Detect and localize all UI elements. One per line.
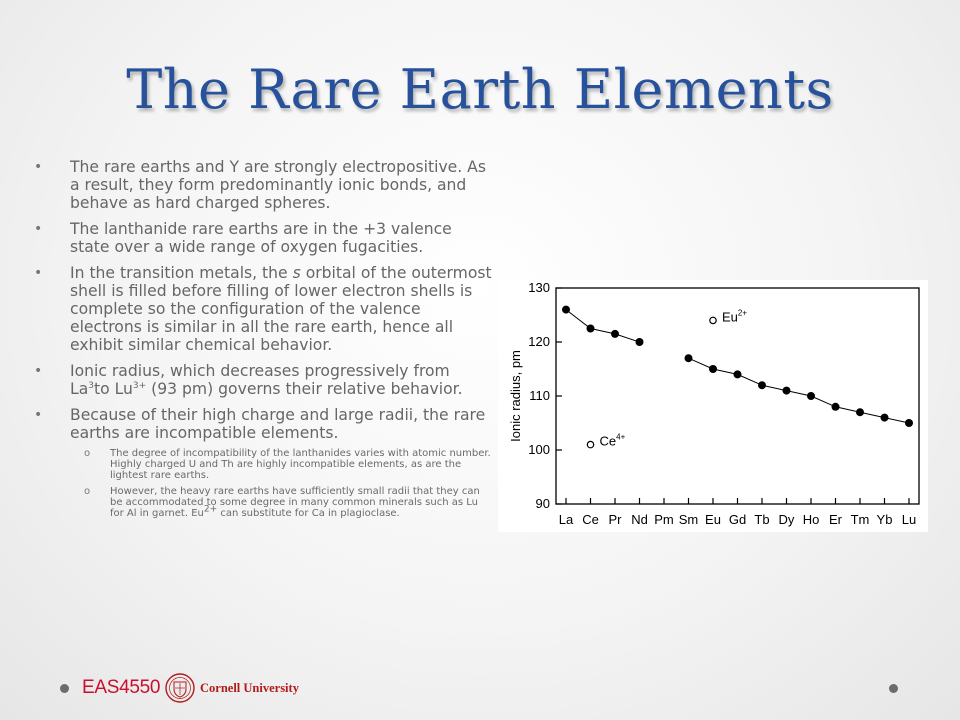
bullet-text: orbital of the outermost shell is filled…	[70, 264, 492, 354]
x-tick-label: Pm	[654, 512, 674, 527]
cornell-seal-icon	[165, 673, 195, 703]
bullet-text: Ionic radius, which decreases progressiv…	[70, 362, 450, 398]
x-tick-label: Eu	[705, 512, 721, 527]
bullet-valence-state: The lanthanide rare earths are in the +3…	[32, 220, 494, 256]
university-name: Cornell University	[200, 681, 299, 695]
data-point	[807, 392, 815, 400]
y-tick-label: 90	[536, 496, 550, 511]
sub-bullet-degree: The degree of incompatibility of the lan…	[70, 448, 494, 481]
x-tick-label: La	[559, 512, 574, 527]
data-point	[709, 365, 717, 373]
bullet-text: (93 pm) governs their relative behavior.	[146, 380, 463, 398]
footer-dot-left	[60, 684, 69, 693]
data-point	[562, 305, 570, 314]
ion-charge: 4+	[616, 433, 625, 442]
footer: EAS4550 Cornell University	[0, 670, 960, 710]
data-point	[635, 338, 644, 346]
data-point	[782, 386, 791, 395]
sub-bullet-heavy-rare-earths: However, the heavy rare earths have suff…	[70, 486, 494, 519]
y-tick-label: 120	[528, 334, 550, 349]
x-tick-label: Tb	[754, 512, 769, 527]
chart-svg: 90 100 110 120 130 La Ce Pr Nd Pm Sm Eu Gd Tb Dy Ho Er Tm…	[508, 280, 920, 527]
superscript: 3	[88, 380, 94, 391]
series-line	[688, 357, 910, 424]
data-point	[586, 324, 595, 333]
course-code: EAS4550	[82, 677, 161, 698]
data-point-open	[709, 316, 717, 325]
footer-dot-right	[889, 684, 898, 693]
data-point	[880, 413, 889, 422]
x-tick-label: Sm	[679, 512, 699, 527]
ion-charge: 2+	[738, 308, 747, 317]
x-tick-label: Lu	[902, 512, 916, 527]
x-tick-label: Ce	[582, 512, 599, 527]
data-point	[611, 329, 619, 338]
sub-bullet-text: However, the heavy rare earths have suff…	[110, 486, 480, 519]
series-line	[565, 309, 640, 343]
ion-annotation: Ce4+	[600, 433, 626, 449]
s-orbital-italic: s	[292, 264, 301, 282]
y-tick-label: 110	[529, 388, 550, 403]
data-point	[758, 381, 766, 390]
x-tick-label: Nd	[631, 512, 648, 527]
bullet-ionic-radius: Ionic radius, which decreases progressiv…	[32, 362, 494, 398]
data-point	[733, 370, 742, 379]
bullet-text: to Lu	[93, 380, 133, 398]
x-tick-label: Yb	[877, 512, 893, 527]
y-tick-label: 100	[528, 442, 550, 457]
bullet-list: The rare earths and Y are strongly elect…	[32, 158, 494, 527]
ionic-radius-chart: 90 100 110 120 130 La Ce Pr Nd Pm Sm Eu Gd Tb Dy Ho Er Tm…	[498, 280, 928, 532]
ion-symbol: Ce	[600, 434, 617, 449]
data-point	[905, 419, 913, 427]
x-tick-label: Er	[829, 512, 843, 527]
bullet-transition-metals: In the transition metals, the s orbital …	[32, 264, 494, 354]
y-axis-label: Ionic radius, pm	[508, 350, 523, 442]
x-tick-label: Pr	[609, 512, 623, 527]
data-point-open	[586, 440, 595, 449]
superscript: 3+	[132, 380, 147, 391]
data-point	[684, 354, 693, 363]
slide-title: The Rare Earth Elements	[126, 58, 834, 121]
ion-annotation: Eu2+	[722, 308, 747, 324]
bullet-text: In the transition metals, the	[70, 264, 293, 282]
superscript: 2+	[203, 504, 218, 515]
y-tick-label: 130	[528, 280, 550, 295]
x-tick-label: Gd	[729, 512, 746, 527]
bullet-text: Because of their high charge and large r…	[70, 406, 486, 442]
x-tick-label: Tm	[851, 512, 870, 527]
ion-symbol: Eu	[722, 309, 738, 324]
x-tick-label: Dy	[779, 512, 795, 527]
bullet-electropositive: The rare earths and Y are strongly elect…	[32, 158, 494, 212]
data-point	[831, 402, 840, 411]
sub-bullet-list: The degree of incompatibility of the lan…	[70, 448, 494, 519]
data-point	[856, 408, 864, 417]
sub-bullet-text: can substitute for Ca in plagioclase.	[217, 508, 400, 519]
x-tick-label: Ho	[803, 512, 820, 527]
bullet-incompatible: Because of their high charge and large r…	[32, 406, 494, 519]
